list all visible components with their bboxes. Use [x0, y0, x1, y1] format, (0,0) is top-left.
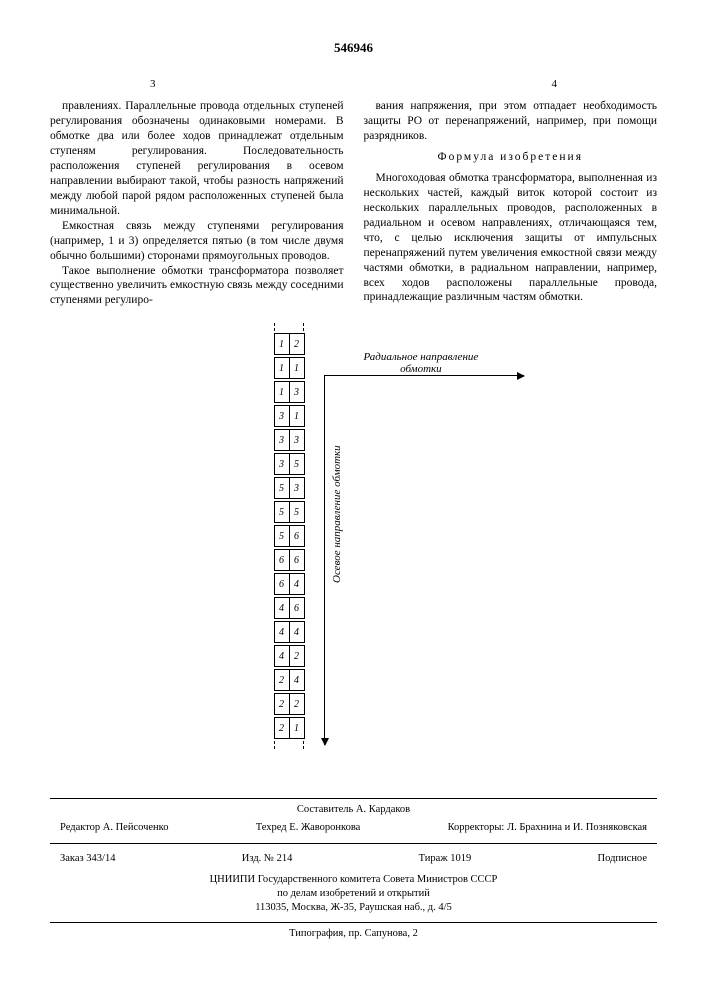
text-columns: правлениях. Параллельные провода отдельн…	[50, 99, 657, 308]
cell: 4	[289, 573, 305, 595]
dash-top	[274, 323, 304, 331]
document-number: 546946	[50, 40, 657, 57]
cell: 1	[289, 405, 305, 427]
winding-figure: 1211133133355355566664464442242221 Радиа…	[174, 323, 534, 773]
right-para-2: Многоходовая обмотка трансформатора, вып…	[364, 171, 658, 305]
cell: 5	[274, 501, 290, 523]
page-right: 4	[552, 77, 558, 91]
cell-row: 64	[274, 573, 304, 595]
axis-h-label: Радиальное направление обмотки	[364, 351, 479, 375]
axis-vertical	[324, 375, 325, 745]
dash-bottom	[274, 741, 304, 749]
cell-row: 11	[274, 357, 304, 379]
axis-h-label-2: обмотки	[364, 363, 479, 375]
cell-row: 44	[274, 621, 304, 643]
cell: 6	[274, 573, 290, 595]
page-left: 3	[150, 77, 156, 91]
footer-order-row: Заказ 343/14 Изд. № 214 Тираж 1019 Подпи…	[50, 844, 657, 924]
cell: 3	[274, 453, 290, 475]
cell: 4	[274, 621, 290, 643]
cell: 3	[289, 381, 305, 403]
cell: 2	[289, 693, 305, 715]
cell: 4	[274, 645, 290, 667]
org-line-1: ЦНИИПИ Государственного комитета Совета …	[50, 873, 657, 887]
formula-title: Формула изобретения	[364, 150, 658, 165]
cell: 5	[289, 453, 305, 475]
cell: 3	[274, 429, 290, 451]
cell: 5	[274, 525, 290, 547]
cell: 4	[289, 669, 305, 691]
tech-editor: Техред Е. Жаворонкова	[256, 821, 361, 835]
cell: 6	[274, 549, 290, 571]
cell: 6	[289, 525, 305, 547]
editor: Редактор А. Пейсоченко	[60, 821, 168, 835]
cell: 2	[289, 645, 305, 667]
cell: 1	[289, 357, 305, 379]
cell-row: 56	[274, 525, 304, 547]
org-line-2: по делам изобретений и открытий	[50, 887, 657, 901]
axis-h-label-1: Радиальное направление	[364, 351, 479, 363]
cell-row: 21	[274, 717, 304, 739]
footer-org: ЦНИИПИ Государственного комитета Совета …	[50, 869, 657, 918]
cell: 6	[289, 597, 305, 619]
axis-v-label: Осевое направление обмотки	[330, 446, 344, 584]
cell: 3	[274, 405, 290, 427]
cell: 1	[289, 717, 305, 739]
cell-row: 42	[274, 645, 304, 667]
cell-row: 55	[274, 501, 304, 523]
org-address: 113035, Москва, Ж-35, Раушская наб., д. …	[50, 901, 657, 915]
tirazh: Тираж 1019	[419, 852, 472, 866]
cell: 1	[274, 381, 290, 403]
cell: 4	[274, 597, 290, 619]
cell: 1	[274, 333, 290, 355]
footer-credits: Редактор А. Пейсоченко Техред Е. Жаворон…	[50, 817, 657, 839]
footer-compiler-row: Составитель А. Кардаков Редактор А. Пейс…	[50, 799, 657, 843]
cell-row: 22	[274, 693, 304, 715]
cell-row: 66	[274, 549, 304, 571]
order-number: Заказ 343/14	[60, 852, 115, 866]
cell: 5	[274, 477, 290, 499]
cell: 2	[274, 693, 290, 715]
cell: 3	[289, 429, 305, 451]
page-numbers: 3 4	[150, 77, 557, 91]
footer-typography: Типография, пр. Сапунова, 2	[50, 923, 657, 945]
cell-row: 12	[274, 333, 304, 355]
cell-row: 13	[274, 381, 304, 403]
cells-column: 1211133133355355566664464442242221	[274, 323, 304, 749]
cell-row: 35	[274, 453, 304, 475]
cell: 3	[289, 477, 305, 499]
cell-row: 33	[274, 429, 304, 451]
cell-row: 31	[274, 405, 304, 427]
cell: 2	[274, 717, 290, 739]
subscription: Подписное	[598, 852, 647, 866]
cell: 6	[289, 549, 305, 571]
izd-number: Изд. № 214	[242, 852, 293, 866]
left-para-1: правлениях. Параллельные провода отдельн…	[50, 99, 344, 219]
cell: 2	[289, 333, 305, 355]
left-para-3: Такое выполнение обмотки трансформатора …	[50, 264, 344, 309]
cell: 2	[274, 669, 290, 691]
correctors: Корректоры: Л. Брахнина и И. Позняковска…	[448, 821, 647, 835]
compiler: Составитель А. Кардаков	[50, 803, 657, 817]
cell-row: 46	[274, 597, 304, 619]
cell: 4	[289, 621, 305, 643]
right-para-1: вания напряжения, при этом отпадает необ…	[364, 99, 658, 144]
left-para-2: Емкостная связь между ступенями регулиро…	[50, 219, 344, 264]
cell-row: 24	[274, 669, 304, 691]
cell: 1	[274, 357, 290, 379]
cell-row: 53	[274, 477, 304, 499]
cell: 5	[289, 501, 305, 523]
footer: Составитель А. Кардаков Редактор А. Пейс…	[50, 798, 657, 944]
